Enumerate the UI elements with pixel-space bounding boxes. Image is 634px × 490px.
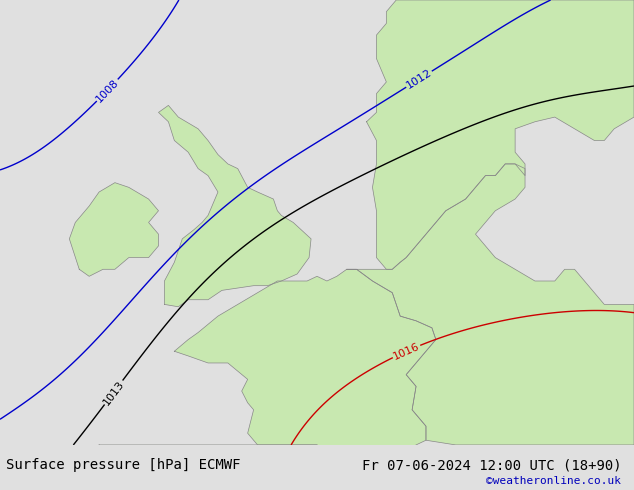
Text: 1012: 1012 (404, 68, 434, 91)
Text: ©weatheronline.co.uk: ©weatheronline.co.uk (486, 476, 621, 487)
Polygon shape (158, 105, 311, 307)
Polygon shape (174, 270, 436, 464)
Polygon shape (89, 445, 366, 490)
Text: 1013: 1013 (101, 378, 126, 407)
Text: 1016: 1016 (392, 341, 421, 362)
Text: Fr 07-06-2024 12:00 UTC (18+90): Fr 07-06-2024 12:00 UTC (18+90) (361, 459, 621, 472)
Polygon shape (347, 164, 634, 445)
Polygon shape (69, 183, 158, 276)
Text: 1008: 1008 (94, 77, 120, 104)
Text: Surface pressure [hPa] ECMWF: Surface pressure [hPa] ECMWF (6, 459, 241, 472)
Polygon shape (366, 0, 634, 270)
